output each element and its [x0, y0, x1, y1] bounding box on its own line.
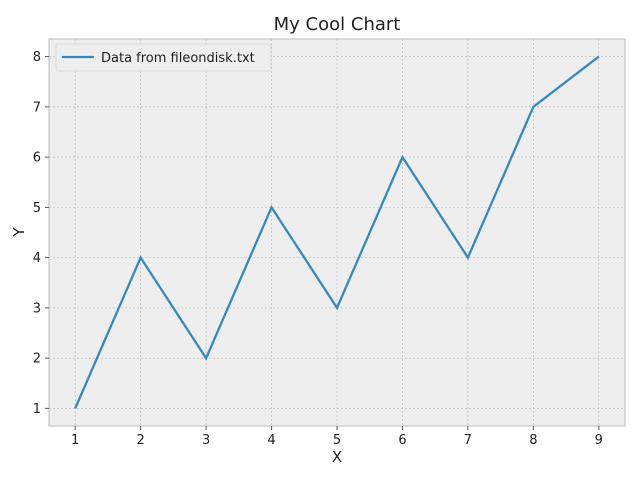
- x-tick-label: 4: [267, 433, 275, 448]
- legend-box: [55, 43, 272, 72]
- chart-title: My Cool Chart: [274, 14, 401, 35]
- y-tick-label: 5: [33, 201, 41, 216]
- x-tick-label: 7: [464, 433, 472, 448]
- y-tick-label: 6: [33, 151, 41, 166]
- grid: [49, 39, 625, 426]
- x-tick-label: 8: [529, 433, 537, 448]
- x-tick-label: 5: [333, 433, 341, 448]
- series-line-0: [74, 55, 600, 409]
- x-axis-label: X: [332, 448, 342, 466]
- x-tick-label: 9: [595, 433, 603, 448]
- series-layer: [74, 55, 600, 409]
- y-tick-label: 2: [33, 352, 41, 367]
- y-tick-label: 1: [33, 402, 41, 417]
- x-tick-label: 2: [136, 433, 144, 448]
- x-tick-label: 6: [398, 433, 406, 448]
- y-tick-label: 8: [33, 50, 41, 65]
- x-tick-label: 3: [202, 433, 210, 448]
- y-tick-label: 3: [33, 301, 41, 316]
- y-tick-label: 7: [33, 100, 41, 115]
- x-tick-label: 1: [71, 433, 79, 448]
- axes: 1 2 3 4 5 6 7 8 9 1 2 3 4 5 6 7 8: [33, 50, 603, 448]
- legend: Data from fileondisk.txt: [55, 43, 272, 72]
- legend-label: Data from fileondisk.txt: [101, 51, 255, 66]
- y-tick-label: 4: [33, 251, 41, 266]
- y-axis-label: Y: [10, 227, 28, 238]
